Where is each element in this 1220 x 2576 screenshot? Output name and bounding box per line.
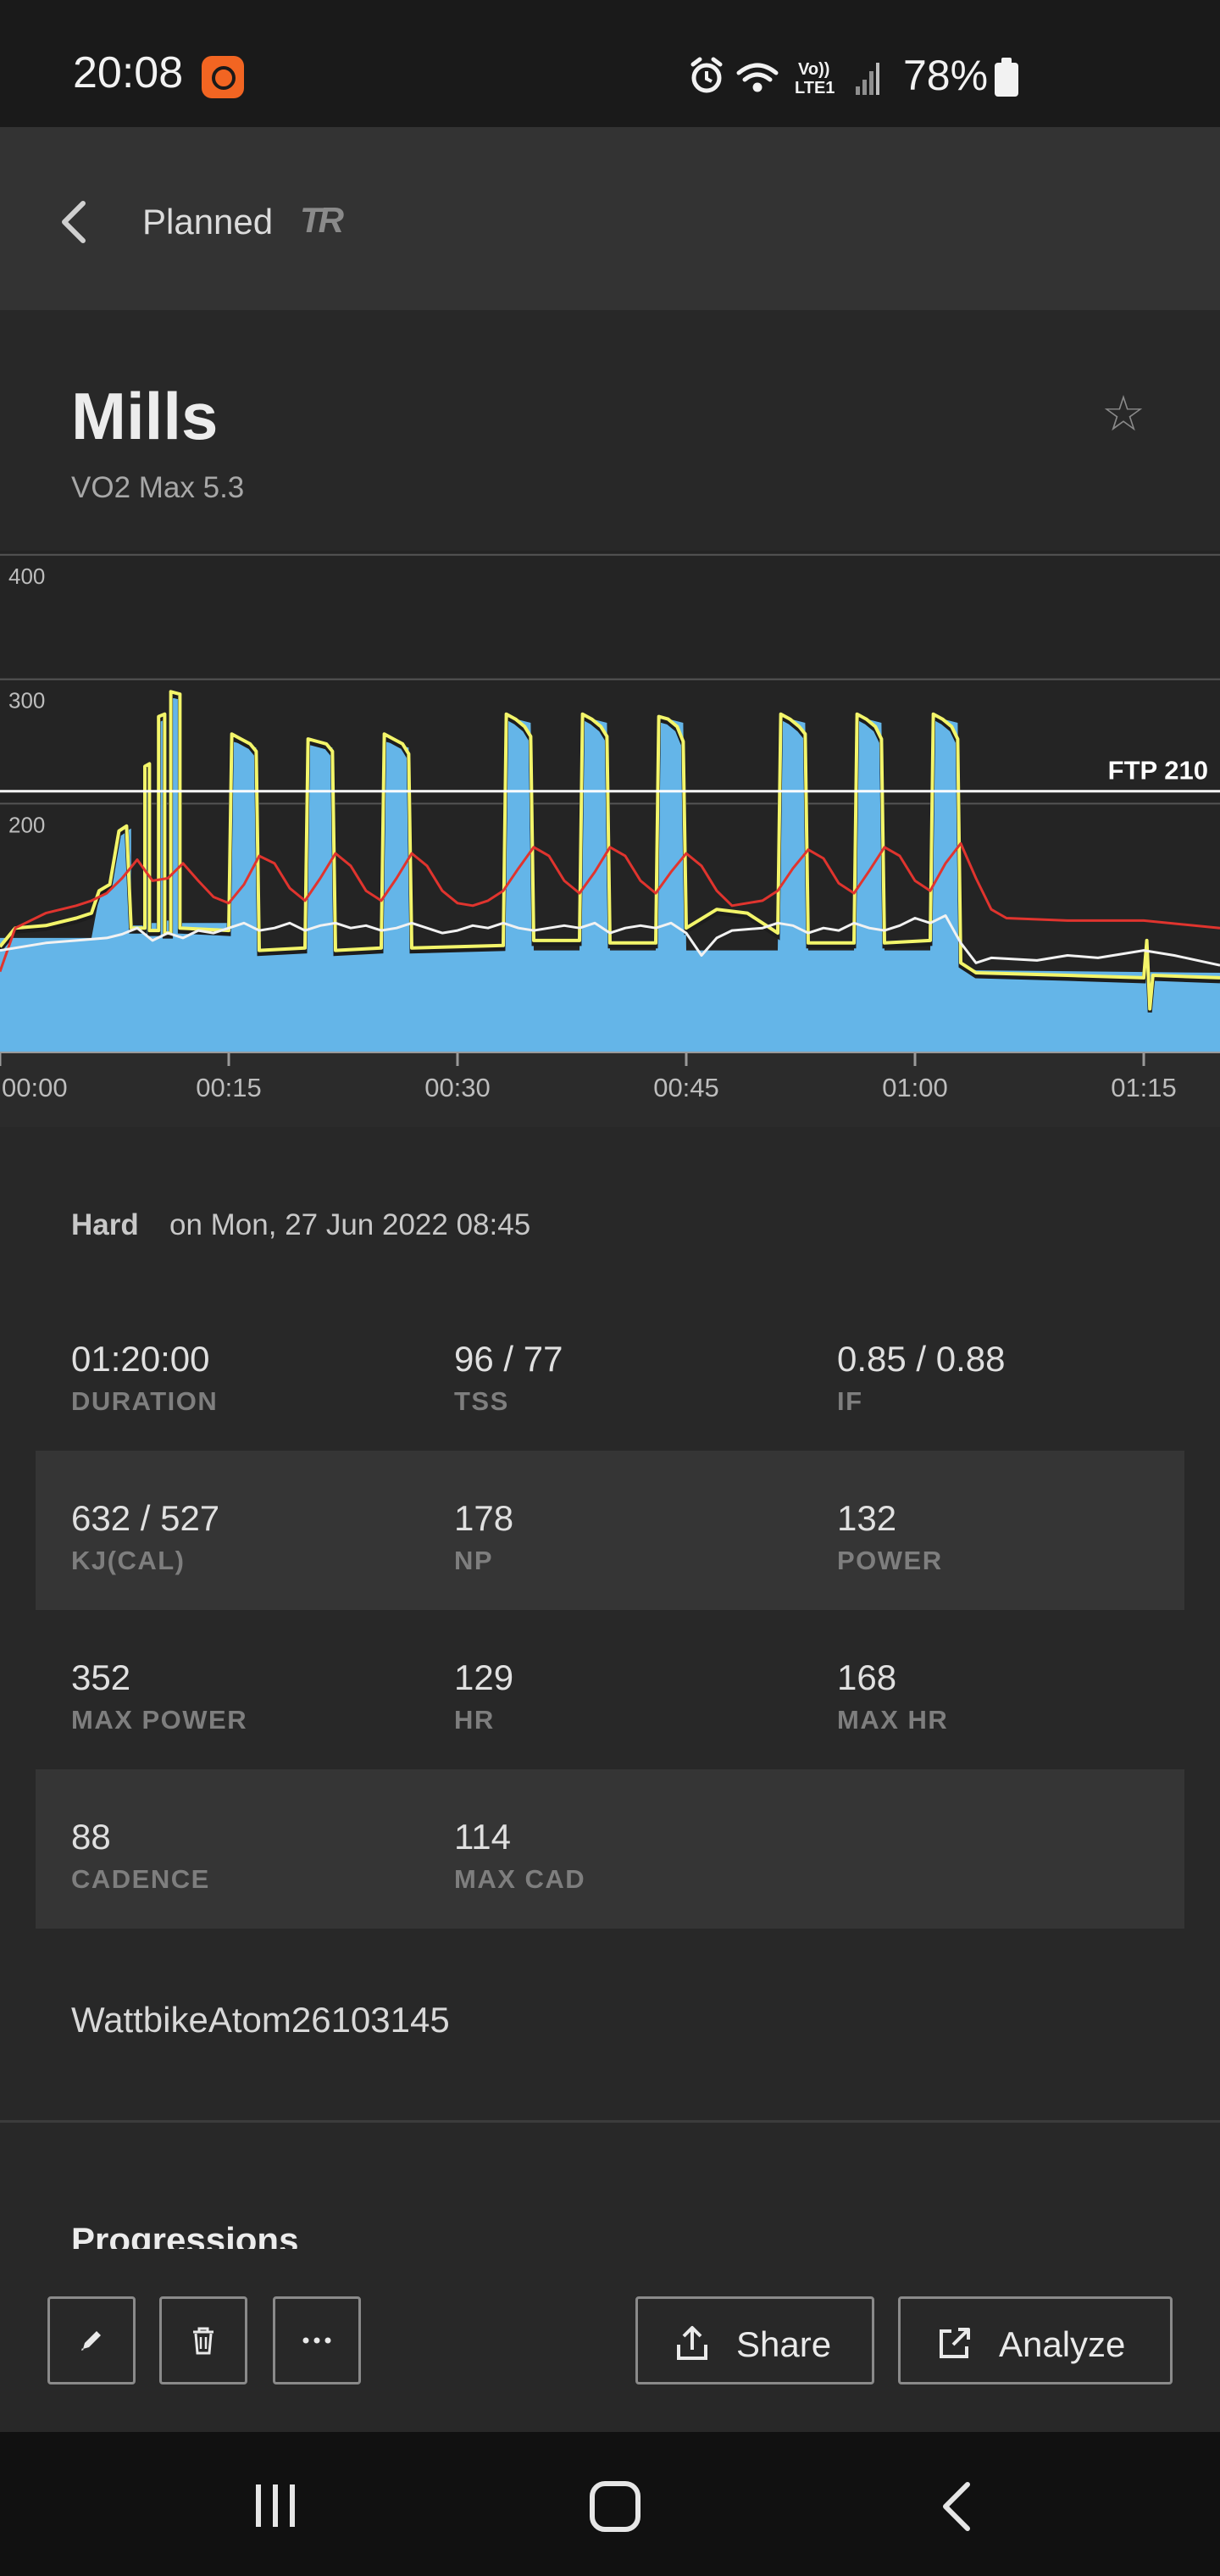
y-tick-label: 200 <box>8 812 45 837</box>
share-label: Share <box>736 2324 832 2364</box>
stat-value: 129 <box>454 1657 514 1697</box>
stat-value: 114 <box>454 1817 511 1857</box>
stat-value: 352 <box>71 1657 131 1697</box>
target-power-area <box>0 697 1220 1052</box>
workout-subtitle: VO2 Max 5.3 <box>71 471 245 504</box>
x-tick-label: 00:30 <box>424 1073 491 1102</box>
share-button[interactable]: Share <box>635 2296 874 2384</box>
external-link-icon <box>940 2328 970 2358</box>
stat-value: 178 <box>454 1498 514 1538</box>
stat-label: HR <box>454 1705 495 1735</box>
completed-date: on Mon, 27 Jun 2022 08:45 <box>169 1208 531 1241</box>
stat-value: 632 / 527 <box>71 1498 220 1538</box>
stat-label: MAX POWER <box>71 1705 248 1735</box>
intensity-label: Hard <box>71 1208 139 1241</box>
stats-row: 632 / 527 KJ(CAL) 178 NP 132 POWER <box>36 1451 1184 1610</box>
battery-icon <box>995 58 1018 97</box>
stat-value: 96 / 77 <box>454 1339 563 1379</box>
workout-title: Mills <box>71 379 219 453</box>
battery-percent: 78% <box>903 52 989 99</box>
y-tick-label: 300 <box>8 688 45 713</box>
x-tick-label: 00:15 <box>196 1073 262 1102</box>
star-outline-icon[interactable]: ☆ <box>1101 385 1145 442</box>
heart-rate-line <box>0 841 1220 973</box>
nav-title: Planned <box>142 202 274 242</box>
stat-label: POWER <box>837 1546 943 1575</box>
stat-value: 01:20:00 <box>71 1339 210 1379</box>
ftp-label: FTP 210 <box>1108 756 1208 786</box>
home-icon[interactable] <box>590 2481 640 2532</box>
more-horizontal-icon <box>302 2337 331 2344</box>
signal-icon <box>856 63 879 95</box>
svg-text:LTE1: LTE1 <box>795 79 835 97</box>
stat-label: NP <box>454 1546 494 1575</box>
trainerroad-logo: TR <box>300 200 344 240</box>
y-tick-label: 400 <box>8 564 45 589</box>
share-icon <box>677 2326 707 2360</box>
section-divider <box>0 2120 1220 2123</box>
stat-label: MAX CAD <box>454 1864 586 1894</box>
stat-label: KJ(CAL) <box>71 1546 186 1575</box>
analyze-button[interactable]: Analyze <box>898 2296 1173 2384</box>
x-tick-label: 01:15 <box>1111 1073 1177 1102</box>
trash-icon <box>193 2327 214 2355</box>
status-time: 20:08 <box>73 48 184 97</box>
edit-button[interactable] <box>47 2296 136 2384</box>
cadence-line <box>0 914 1220 967</box>
stat-value: 0.85 / 0.88 <box>837 1339 1006 1379</box>
alarm-icon <box>690 57 723 93</box>
chevron-left-icon[interactable] <box>54 197 97 247</box>
x-tick-label: 00:00 <box>2 1073 68 1102</box>
status-icons: Vo)) LTE1 <box>690 57 879 97</box>
stat-label: TSS <box>454 1386 509 1416</box>
x-tick-label: 01:00 <box>882 1073 948 1102</box>
stat-value: 88 <box>71 1817 111 1857</box>
top-nav: Planned TR <box>0 127 1220 310</box>
stat-value: 132 <box>837 1498 897 1538</box>
power-line <box>0 690 1220 1011</box>
stat-label: DURATION <box>71 1386 219 1416</box>
system-nav <box>0 2432 1220 2576</box>
recents-icon[interactable] <box>251 2483 302 2529</box>
more-button[interactable] <box>273 2296 361 2384</box>
stats-row: 01:20:00 DURATION 96 / 77 TSS 0.85 / 0.8… <box>36 1291 1184 1451</box>
action-bar: Share Analyze <box>0 2249 1220 2432</box>
mi-fitness-icon <box>202 56 244 98</box>
chart-svg: 400 300 200 FTP 210 00:00 00:15 00:30 00:45 01:0… <box>0 553 1220 1127</box>
workout-chart: 400 300 200 FTP 210 00:00 00:15 00:30 00:45 01:0… <box>0 551 1220 1127</box>
x-tick-label: 00:45 <box>653 1073 719 1102</box>
delete-button[interactable] <box>159 2296 247 2384</box>
status-bar: 20:08 Vo)) LTE1 78% <box>0 0 1220 127</box>
stats-row: 88 CADENCE 114 MAX CAD <box>36 1769 1184 1929</box>
stat-value: 168 <box>837 1657 897 1697</box>
device-name: WattbikeAtom26103145 <box>71 2000 450 2040</box>
pencil-icon <box>81 2331 101 2351</box>
stats-row: 352 MAX POWER 129 HR 168 MAX HR <box>36 1610 1184 1769</box>
network-label: Vo)) <box>798 60 829 79</box>
stat-label: CADENCE <box>71 1864 210 1894</box>
analyze-label: Analyze <box>999 2324 1126 2364</box>
stat-label: MAX HR <box>837 1705 949 1735</box>
stat-label: IF <box>837 1386 863 1416</box>
back-icon[interactable] <box>932 2479 983 2534</box>
x-axis-band <box>0 1052 1220 1127</box>
wifi-icon <box>736 63 779 92</box>
